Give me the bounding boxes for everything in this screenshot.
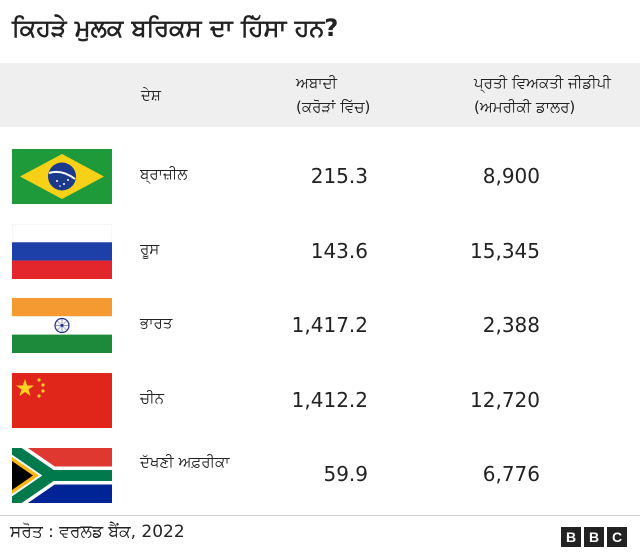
bbc-logo-letter: B [584, 527, 604, 547]
gdp-value: 12,720 [470, 388, 540, 412]
table-row: ਚੀਨ 1,412.2 12,720 [0, 362, 640, 436]
gdp-value: 2,388 [482, 313, 540, 337]
bbc-logo: B B C [561, 527, 627, 547]
bbc-logo-letter: C [607, 527, 627, 547]
country-name: ਬ੍ਰਾਜ਼ੀਲ [140, 165, 188, 183]
population-value: 215.3 [310, 164, 368, 188]
header-gdp-per-capita: ਪ੍ਰਤੀ ਵਿਅਕਤੀ ਜੀਡੀਪੀ (ਅਮਰੀਕੀ ਡਾਲਰ) [474, 74, 611, 116]
gdp-value: 8,900 [482, 164, 540, 188]
table-row: ਬ੍ਰਾਜ਼ੀਲ 215.3 8,900 [0, 140, 640, 214]
bbc-logo-letter: B [561, 527, 581, 547]
population-value: 1,412.2 [291, 388, 368, 412]
china-flag-icon [12, 373, 112, 428]
population-value: 59.9 [323, 462, 368, 486]
gdp-value: 6,776 [482, 462, 540, 486]
russia-flag-icon [12, 224, 112, 279]
table-row: ਰੂਸ 143.6 15,345 [0, 214, 640, 288]
south-africa-flag-icon [12, 448, 112, 503]
country-name: ਰੂਸ [140, 240, 160, 258]
footer-divider [0, 515, 640, 516]
brazil-flag-icon [12, 149, 112, 204]
header-population: ਅਬਾਦੀ (ਕਰੋੜਾਂ ਵਿੱਚ) [296, 74, 371, 116]
source-note: ਸਰੋਤ : ਵਰਲਡ ਬੈਂਕ, 2022 [10, 522, 185, 542]
table-row: ਦੱਖਣੀ ਅਫ਼ਰੀਕਾ 59.9 6,776 [0, 436, 640, 510]
country-name: ਚੀਨ [140, 389, 165, 407]
header-country: ਦੇਸ਼ [141, 86, 161, 104]
india-flag-icon [12, 298, 112, 353]
population-value: 1,417.2 [291, 313, 368, 337]
page-title: ਕਿਹੜੇ ਮੁਲਕ ਬਰਿਕਸ ਦਾ ਹਿੱਸਾ ਹਨ? [12, 14, 339, 42]
table-header: ਦੇਸ਼ ਅਬਾਦੀ (ਕਰੋੜਾਂ ਵਿੱਚ) ਪ੍ਰਤੀ ਵਿਅਕਤੀ ਜੀ… [0, 63, 640, 127]
table-row: ਭਾਰਤ 1,417.2 2,388 [0, 288, 640, 362]
gdp-value: 15,345 [470, 239, 540, 263]
country-name: ਦੱਖਣੀ ਅਫ਼ਰੀਕਾ [140, 453, 230, 471]
country-name: ਭਾਰਤ [140, 314, 173, 332]
population-value: 143.6 [310, 239, 368, 263]
